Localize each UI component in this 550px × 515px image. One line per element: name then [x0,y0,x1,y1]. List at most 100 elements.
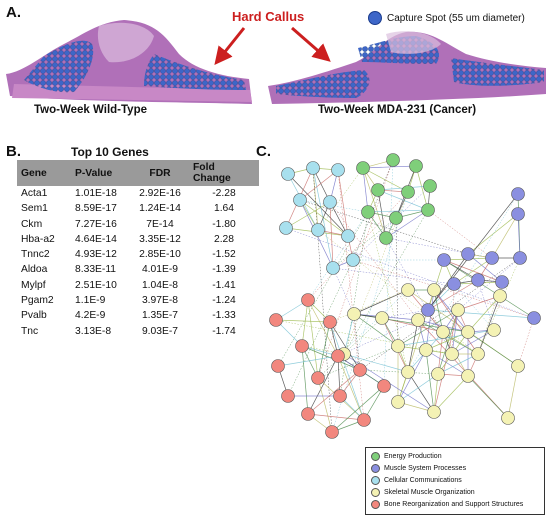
network-node [323,195,337,209]
fdr-cell: 1.35E-7 [141,310,179,322]
network-node [311,223,325,237]
network-edge [317,317,383,379]
network-node [511,187,525,201]
gene-cell: Pvalb [21,310,47,322]
network-edge [467,213,519,255]
legend-swatch [371,487,380,497]
capture-spot-label: Capture Spot (55 um diameter) [387,12,525,24]
p-value-cell: 8.33E-11 [75,264,117,276]
wild-type-tissue-image [4,14,255,106]
network-edge [337,169,349,237]
table-row: Hba-a2 4.64E-14 3.35E-12 2.28 [17,232,259,247]
legend-label: Cellular Communications [384,476,462,484]
network-edge [433,375,469,413]
table-row: Pvalb 4.2E-9 1.35E-7 -1.33 [17,308,259,323]
network-edge [332,217,397,269]
network-edge [329,201,419,321]
gene-cell: Tnnc2 [21,249,50,261]
network-node [281,389,295,403]
p-value-cell: 1.1E-9 [75,295,106,307]
network-node [293,193,307,207]
panel-b-label: B. [6,143,21,160]
network-node [325,425,339,439]
fdr-cell: 3.97E-8 [141,295,179,307]
network-node [401,365,415,379]
network-edge [307,413,365,421]
network-node [437,253,451,267]
network-edge [451,309,459,355]
legend-swatch [371,463,380,473]
top-genes-table: Gene P-Value FDR Fold Change Acta1 1.01E-… [17,160,259,339]
network-edge [507,365,519,419]
p-value-cell: 3.13E-8 [75,325,112,337]
network-node [271,359,285,373]
protein-network-graph [269,153,541,439]
network-node [419,343,433,357]
network-edge [477,257,521,355]
network-edge [329,289,409,323]
network-edge [277,355,339,367]
fdr-cell: 1.24E-14 [139,203,181,215]
network-node [461,325,475,339]
network-edge [359,369,439,375]
mda-231-tissue-image [266,22,548,108]
network-node [269,313,283,327]
network-edge [329,201,334,269]
p-value-cell: 1.01E-18 [75,188,117,199]
network-node [431,367,445,381]
fdr-cell: 1.04E-8 [141,279,179,291]
fdr-cell: 9.03E-7 [141,325,179,337]
network-legend: Energy Production Muscle System Processes… [365,447,545,515]
network-node [389,211,403,225]
network-node [377,379,391,393]
network-node [427,283,441,297]
table-row: Acta1 1.01E-18 2.92E-16 -2.28 [17,186,259,201]
network-edge [477,295,501,355]
table-row: Sem1 8.59E-17 1.24E-14 1.64 [17,201,259,216]
mda-231-caption: Two-Week MDA-231 (Cancer) [318,104,477,116]
network-edge [332,267,455,285]
network-node [513,251,527,265]
network-edge [385,209,429,239]
network-edge [331,385,385,433]
network-node [423,179,437,193]
network-edge [407,371,435,413]
column-header-fold-change: Fold Change [189,160,259,186]
column-header-gene: Gene [17,160,71,186]
fdr-cell: 4.01E-9 [141,264,179,276]
fdr-cell: 2.92E-16 [139,188,181,199]
network-edge [457,257,521,311]
network-node [495,275,509,289]
network-edge [433,289,444,333]
network-edge [301,345,309,415]
network-node [386,153,400,167]
network-edge [343,209,429,355]
network-node [401,185,415,199]
network-edge [317,377,333,433]
network-node [357,413,371,427]
network-node [306,161,320,175]
network-edge [337,289,409,357]
network-nodes [269,153,541,439]
network-edge [457,295,501,311]
network-edge [353,313,399,347]
network-node [401,283,415,297]
network-edge [407,193,519,373]
p-value-cell: 8.59E-17 [75,203,117,215]
gene-cell: Hba-a2 [21,233,55,245]
network-edge [437,309,459,375]
network-edge [377,189,429,211]
gene-cell: Pgam2 [21,295,54,307]
network-edge [307,299,339,357]
network-edge [352,259,535,319]
fold-change-cell: -1.74 [212,325,236,337]
hard-callus-annotation: Hard Callus [232,9,305,24]
capture-spot-legend: Capture Spot (55 um diameter) [368,11,525,25]
network-edge [307,355,339,415]
fold-change-cell: -2.28 [212,188,236,199]
legend-entry: Skeletal Muscle Organization [366,486,544,498]
network-node [427,405,441,419]
network-node [409,159,423,173]
network-edge [307,191,409,301]
network-node [471,347,485,361]
